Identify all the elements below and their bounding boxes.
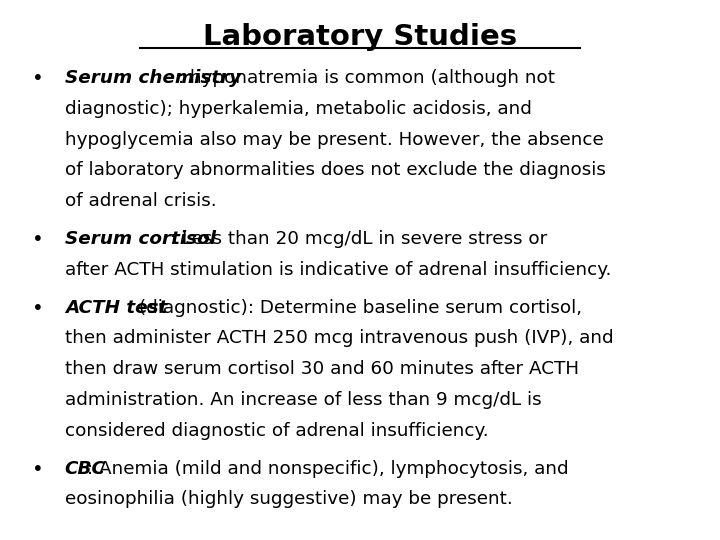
Text: Serum chemistry: Serum chemistry xyxy=(65,69,241,87)
Text: : Less than 20 mcg/dL in severe stress or: : Less than 20 mcg/dL in severe stress o… xyxy=(170,230,547,248)
Text: Laboratory Studies: Laboratory Studies xyxy=(203,23,517,51)
Text: •: • xyxy=(32,460,43,478)
Text: (diagnostic): Determine baseline serum cortisol,: (diagnostic): Determine baseline serum c… xyxy=(132,299,582,316)
Text: ACTH test: ACTH test xyxy=(65,299,167,316)
Text: of adrenal crisis.: of adrenal crisis. xyxy=(65,192,217,210)
Text: considered diagnostic of adrenal insufficiency.: considered diagnostic of adrenal insuffi… xyxy=(65,422,488,440)
Text: : hyponatremia is common (although not: : hyponatremia is common (although not xyxy=(178,69,554,87)
Text: •: • xyxy=(32,69,43,88)
Text: administration. An increase of less than 9 mcg/dL is: administration. An increase of less than… xyxy=(65,391,541,409)
Text: of laboratory abnormalities does not exclude the diagnosis: of laboratory abnormalities does not exc… xyxy=(65,161,606,179)
Text: diagnostic); hyperkalemia, metabolic acidosis, and: diagnostic); hyperkalemia, metabolic aci… xyxy=(65,100,531,118)
Text: hypoglycemia also may be present. However, the absence: hypoglycemia also may be present. Howeve… xyxy=(65,131,603,149)
Text: then administer ACTH 250 mcg intravenous push (IVP), and: then administer ACTH 250 mcg intravenous… xyxy=(65,329,613,347)
Text: : Anemia (mild and nonspecific), lymphocytosis, and: : Anemia (mild and nonspecific), lymphoc… xyxy=(87,460,569,477)
Text: then draw serum cortisol 30 and 60 minutes after ACTH: then draw serum cortisol 30 and 60 minut… xyxy=(65,360,579,378)
Text: after ACTH stimulation is indicative of adrenal insufficiency.: after ACTH stimulation is indicative of … xyxy=(65,261,611,279)
Text: Serum cortisol: Serum cortisol xyxy=(65,230,216,248)
Text: •: • xyxy=(32,230,43,249)
Text: eosinophilia (highly suggestive) may be present.: eosinophilia (highly suggestive) may be … xyxy=(65,490,513,508)
Text: CBC: CBC xyxy=(65,460,106,477)
Text: •: • xyxy=(32,299,43,318)
